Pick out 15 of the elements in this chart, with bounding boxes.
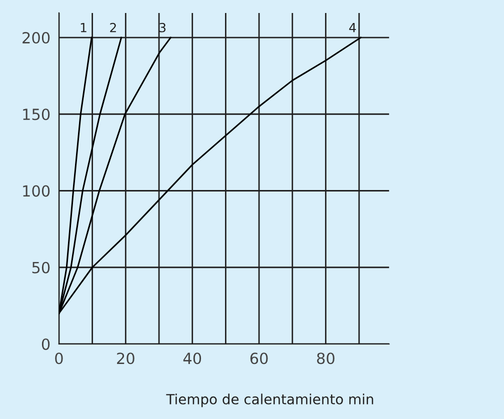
x-tick-label: 40 <box>183 352 202 364</box>
series-label: 3 <box>160 22 166 32</box>
series-label: 1 <box>80 23 86 32</box>
x-axis-title: Tiempo de calentamiento min <box>166 394 374 408</box>
x-tick-label: 80 <box>317 352 334 364</box>
series-label: 4 <box>349 23 356 32</box>
y-tick-label: 0 <box>42 338 50 350</box>
y-tick-label: 200 <box>22 32 50 44</box>
x-tick-label: 0 <box>55 352 63 364</box>
y-tick-label: 150 <box>23 108 50 120</box>
y-tick-label: 50 <box>32 262 50 274</box>
x-tick-label: 60 <box>250 352 268 364</box>
series-label: 2 <box>110 22 116 32</box>
y-tick-label: 100 <box>23 185 50 197</box>
x-tick-label: 20 <box>117 352 134 364</box>
